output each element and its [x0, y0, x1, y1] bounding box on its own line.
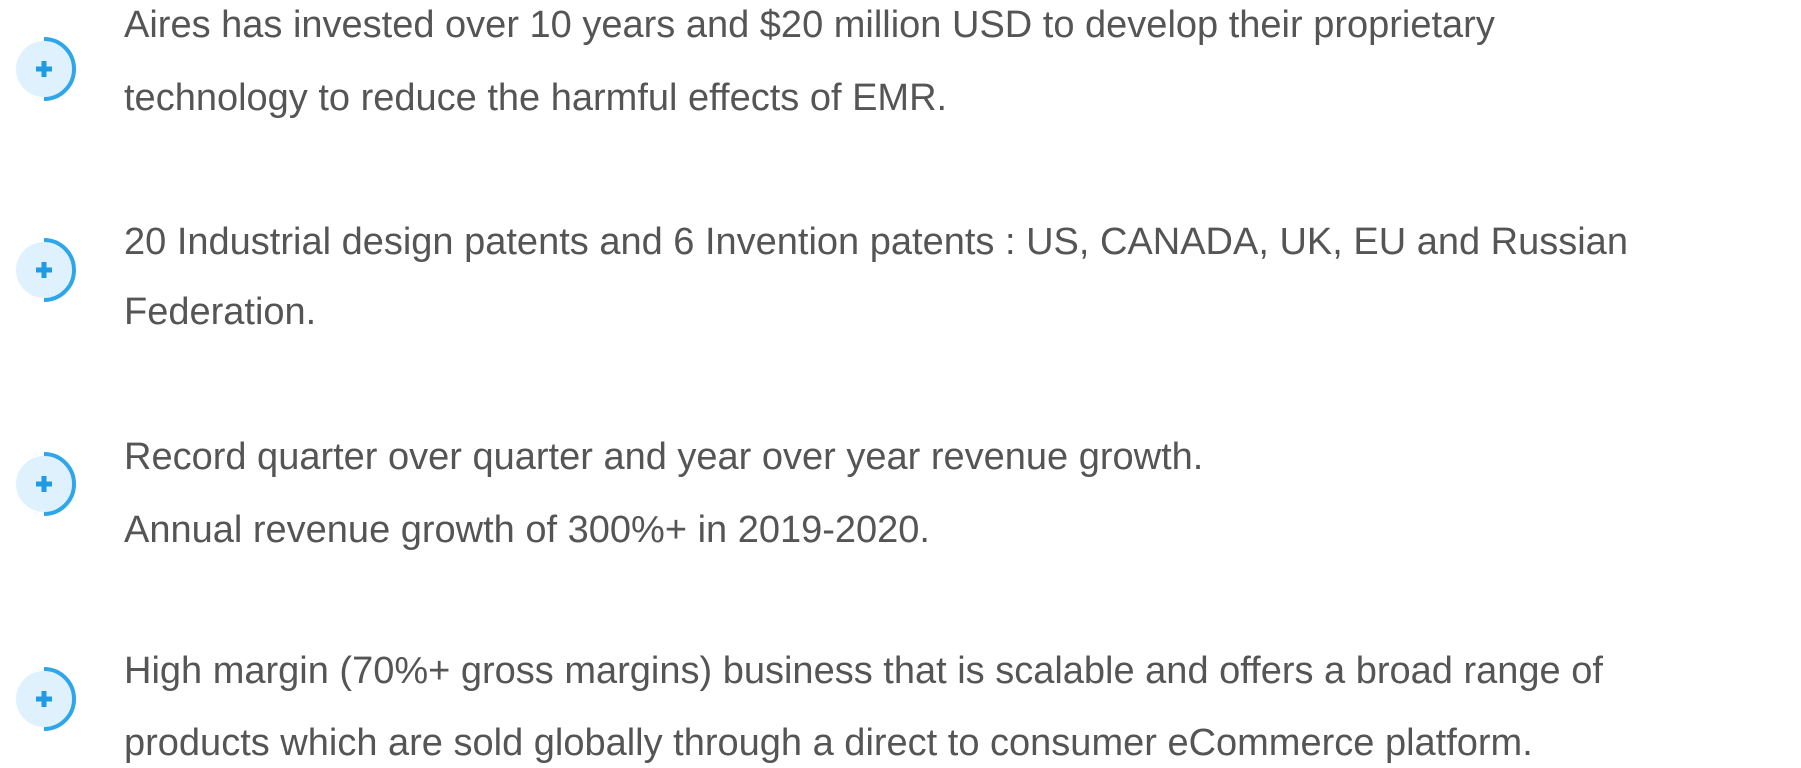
feature-text: High margin (70%+ gross margins) busines… [124, 650, 1603, 692]
feature-text: 20 Industrial design patents and 6 Inven… [124, 221, 1628, 263]
feature-text: products which are sold globally through… [124, 722, 1533, 764]
feature-text: Annual revenue growth of 300%+ in 2019-2… [124, 509, 930, 551]
feature-text: technology to reduce the harmful effects… [124, 77, 948, 119]
plus-icon [16, 37, 76, 101]
plus-icon [16, 667, 76, 731]
feature-text: Aires has invested over 10 years and $20… [124, 4, 1495, 46]
feature-text: Record quarter over quarter and year ove… [124, 436, 1204, 478]
feature-text: Federation. [124, 291, 317, 333]
plus-icon [16, 452, 76, 516]
plus-icon [16, 238, 76, 302]
